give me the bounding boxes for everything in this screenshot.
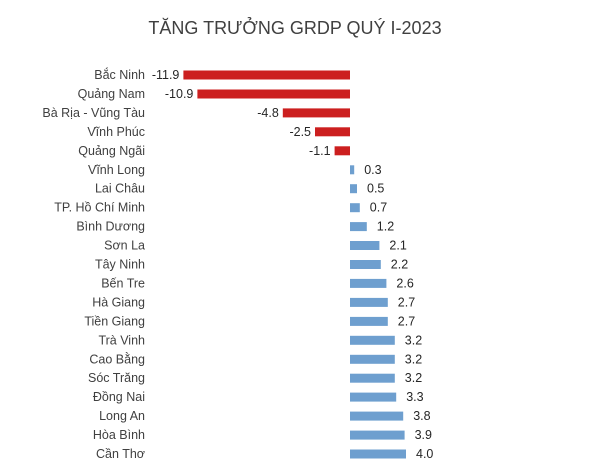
category-label: Bà Rịa - Vũng Tàu <box>42 106 145 120</box>
category-label: Bình Dương <box>76 220 145 234</box>
bar <box>350 316 388 326</box>
bar <box>350 278 387 288</box>
value-label: 3.2 <box>405 352 422 366</box>
bar <box>350 430 405 440</box>
category-label: Tây Ninh <box>95 258 145 272</box>
category-label: Hòa Bình <box>93 428 145 442</box>
value-label: 2.6 <box>396 276 413 290</box>
bar <box>350 449 406 459</box>
value-label: 2.2 <box>391 258 408 272</box>
bar <box>350 165 355 175</box>
value-label: 2.1 <box>389 239 406 253</box>
bar <box>350 203 360 213</box>
value-label: 2.7 <box>398 314 415 328</box>
value-label: 0.3 <box>364 163 381 177</box>
value-label: 3.2 <box>405 333 422 347</box>
category-label: Quảng Nam <box>78 87 145 101</box>
category-label: Quảng Ngãi <box>78 144 145 158</box>
value-label: 3.8 <box>413 409 430 423</box>
category-label: Cao Bằng <box>89 351 145 366</box>
bar <box>350 335 395 345</box>
bar <box>350 260 381 269</box>
category-label: Sơn La <box>104 239 145 253</box>
bar <box>282 108 350 118</box>
category-label: Hà Giang <box>92 295 145 309</box>
value-label: 3.9 <box>415 428 432 442</box>
value-label: 3.3 <box>406 390 423 404</box>
value-label: 0.5 <box>367 182 384 196</box>
category-label: Vĩnh Long <box>88 163 145 177</box>
value-label: 3.2 <box>405 371 422 385</box>
category-label: Bến Tre <box>101 276 145 290</box>
bar <box>350 354 395 364</box>
bar <box>350 184 357 194</box>
value-label: -2.5 <box>289 125 311 139</box>
bar <box>315 127 350 137</box>
category-label: Trà Vinh <box>98 333 145 347</box>
category-label: Vĩnh Phúc <box>87 125 145 139</box>
category-label: TP. Hồ Chí Minh <box>54 201 145 215</box>
bar <box>350 392 397 402</box>
category-label: Lai Châu <box>95 182 145 196</box>
bar <box>350 411 404 421</box>
value-label: 2.7 <box>398 295 415 309</box>
value-label: 0.7 <box>370 201 387 215</box>
bar <box>197 89 350 99</box>
value-label: 4.0 <box>416 447 433 460</box>
bar <box>350 222 367 232</box>
value-label: -1.1 <box>309 144 331 158</box>
bar <box>183 70 350 80</box>
chart-title: TĂNG TRƯỞNG GRDP QUÝ I-2023 <box>148 17 441 38</box>
value-label: -11.9 <box>152 68 180 82</box>
bar <box>350 373 395 383</box>
category-label: Cần Thơ <box>96 447 145 460</box>
value-label: -4.8 <box>257 106 279 120</box>
value-label: 1.2 <box>377 220 394 234</box>
category-label: Sóc Trăng <box>88 371 145 385</box>
bar <box>350 241 380 250</box>
bar <box>350 297 388 307</box>
category-label: Long An <box>99 409 145 423</box>
bar-group: Bắc Ninh -11.9 Quảng Nam -10.9 Bà Rịa - Vũng… <box>42 67 433 460</box>
bar <box>334 146 350 156</box>
category-label: Tiền Giang <box>84 314 145 328</box>
category-label: Bắc Ninh <box>94 67 145 82</box>
category-label: Đồng Nai <box>93 390 145 404</box>
value-label: -10.9 <box>165 87 194 101</box>
